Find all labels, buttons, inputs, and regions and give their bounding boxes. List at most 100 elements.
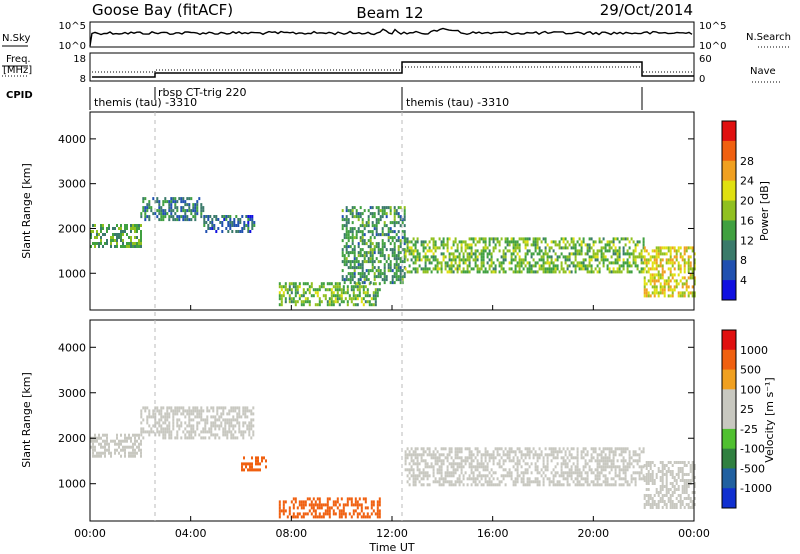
range-cell bbox=[353, 254, 356, 258]
range-cell bbox=[687, 264, 690, 268]
range-cell bbox=[288, 282, 291, 286]
range-cell bbox=[462, 252, 465, 256]
range-cell bbox=[410, 453, 413, 457]
range-cell bbox=[476, 465, 479, 469]
range-cell bbox=[328, 288, 331, 292]
range-cell bbox=[190, 212, 193, 216]
range-cell bbox=[344, 512, 347, 516]
range-cell bbox=[502, 474, 505, 478]
velocity-ylabel: Slant Range [km] bbox=[20, 372, 33, 468]
range-cell bbox=[393, 248, 396, 252]
range-cell bbox=[642, 255, 645, 259]
range-cell bbox=[506, 240, 509, 244]
range-cell bbox=[520, 237, 523, 241]
range-cell bbox=[347, 245, 350, 249]
range-cell bbox=[379, 269, 382, 273]
range-cell bbox=[332, 291, 335, 295]
range-cell bbox=[424, 252, 427, 256]
range-cell bbox=[604, 483, 607, 487]
range-cell bbox=[102, 439, 104, 443]
range-cell bbox=[172, 218, 175, 222]
range-cell bbox=[691, 470, 694, 473]
range-cell bbox=[600, 252, 603, 256]
range-cell bbox=[612, 240, 615, 244]
range-cell bbox=[253, 468, 255, 472]
range-cell bbox=[512, 258, 515, 262]
range-cell bbox=[454, 471, 457, 475]
range-cell bbox=[440, 477, 443, 481]
range-cell bbox=[482, 483, 485, 487]
power-colorbar-label: Power [dB] bbox=[758, 181, 771, 241]
range-cell bbox=[691, 285, 694, 289]
range-cell bbox=[476, 450, 479, 454]
range-cell bbox=[341, 209, 344, 213]
range-cell bbox=[373, 212, 376, 216]
range-cell bbox=[90, 245, 92, 248]
range-cell bbox=[290, 288, 293, 292]
range-cell bbox=[436, 468, 439, 472]
range-cell bbox=[247, 215, 250, 218]
range-cell bbox=[190, 427, 193, 431]
range-cell bbox=[206, 406, 209, 410]
range-cell bbox=[576, 474, 579, 478]
range-cell bbox=[534, 468, 537, 472]
range-cell bbox=[248, 427, 251, 431]
range-cell bbox=[524, 246, 527, 250]
range-cell bbox=[677, 467, 680, 470]
range-cell bbox=[347, 266, 350, 270]
range-cell bbox=[140, 448, 142, 452]
range-cell bbox=[622, 237, 625, 241]
range-cell bbox=[580, 240, 583, 244]
range-cell bbox=[580, 267, 583, 271]
range-cell bbox=[356, 297, 359, 301]
range-cell bbox=[566, 480, 569, 484]
range-cell bbox=[90, 439, 92, 443]
range-cell bbox=[675, 497, 678, 500]
range-cell bbox=[369, 245, 372, 249]
range-cell bbox=[450, 471, 453, 475]
range-cell bbox=[671, 464, 674, 467]
range-cell bbox=[136, 242, 138, 245]
range-cell bbox=[389, 260, 392, 264]
range-cell bbox=[438, 471, 441, 475]
range-cell bbox=[556, 267, 559, 271]
range-cell bbox=[300, 515, 303, 519]
range-cell bbox=[653, 500, 656, 503]
range-cell bbox=[340, 294, 343, 298]
range-cell bbox=[669, 494, 672, 497]
range-cell bbox=[209, 221, 212, 224]
range-cell bbox=[412, 483, 415, 487]
colorbar-swatch bbox=[722, 409, 736, 430]
range-cell bbox=[236, 406, 239, 410]
range-cell bbox=[158, 200, 161, 204]
range-cell bbox=[522, 453, 525, 457]
range-cell bbox=[643, 503, 646, 506]
range-cell bbox=[341, 278, 344, 282]
range-cell bbox=[647, 464, 650, 467]
range-cell bbox=[458, 474, 461, 478]
range-cell bbox=[362, 515, 365, 519]
range-cell bbox=[326, 497, 329, 501]
range-cell bbox=[508, 456, 511, 460]
range-cell bbox=[618, 252, 621, 256]
range-cell bbox=[604, 462, 607, 466]
range-cell bbox=[568, 453, 571, 457]
range-cell bbox=[426, 258, 429, 262]
range-cell bbox=[476, 258, 479, 262]
y-tick-label: 3000 bbox=[58, 178, 86, 191]
range-cell bbox=[474, 258, 477, 262]
range-cell bbox=[498, 261, 501, 265]
range-cell bbox=[458, 480, 461, 484]
range-cell bbox=[454, 468, 457, 472]
range-cell bbox=[526, 252, 529, 256]
range-cell bbox=[288, 285, 291, 289]
range-cell bbox=[220, 412, 223, 416]
range-cell bbox=[486, 246, 489, 250]
range-cell bbox=[348, 297, 351, 301]
range-cell bbox=[584, 267, 587, 271]
range-cell bbox=[140, 224, 142, 227]
range-cell bbox=[94, 433, 96, 437]
range-cell bbox=[693, 291, 696, 295]
range-cell bbox=[172, 197, 175, 201]
range-cell bbox=[657, 273, 660, 277]
